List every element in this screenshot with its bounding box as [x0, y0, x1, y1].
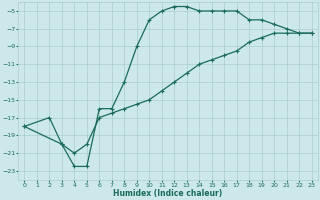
- X-axis label: Humidex (Indice chaleur): Humidex (Indice chaleur): [113, 189, 223, 198]
